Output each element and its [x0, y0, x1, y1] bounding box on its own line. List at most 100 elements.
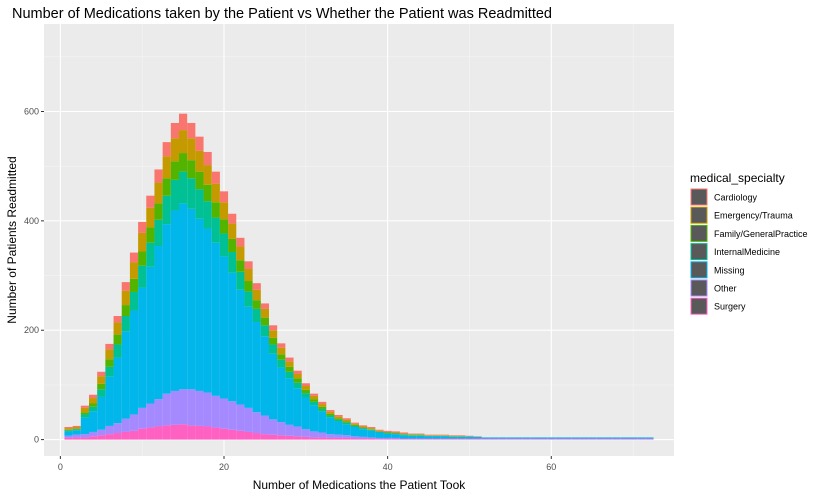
- bar-segment: [252, 283, 261, 290]
- bar-segment: [252, 308, 261, 323]
- bar-segment: [530, 439, 539, 440]
- bar-segment: [563, 439, 572, 440]
- bar-segment: [350, 425, 359, 428]
- bar-segment: [391, 439, 400, 440]
- bar-segment: [367, 430, 376, 438]
- bar-segment: [121, 290, 130, 306]
- bar-segment: [269, 434, 278, 440]
- bar-segment: [506, 439, 515, 440]
- bar-segment: [162, 178, 171, 196]
- bar-segment: [89, 403, 98, 407]
- bar-segment: [489, 438, 499, 440]
- bar-segment: [138, 251, 147, 266]
- bar-segment: [97, 435, 106, 440]
- bar-segment: [457, 435, 466, 436]
- bar-segment: [375, 431, 384, 432]
- bar-segment: [449, 436, 458, 437]
- bar-segment: [571, 437, 580, 439]
- bar-segment: [473, 436, 482, 437]
- bar-segment: [187, 160, 196, 179]
- bar-segment: [514, 437, 523, 439]
- bar-segment: [432, 435, 441, 436]
- bar-segment: [187, 138, 196, 161]
- bar-segment: [465, 438, 474, 440]
- bar-segment: [211, 242, 220, 396]
- bar-segment: [506, 438, 515, 440]
- y-axis-ticks: 0 200 400 600: [24, 106, 44, 445]
- bar-segment: [391, 432, 400, 434]
- bar-segment: [596, 439, 605, 440]
- legend-label: Missing: [714, 265, 745, 275]
- bar-segment: [260, 434, 269, 440]
- bar-segment: [129, 310, 139, 415]
- bar-segment: [219, 202, 229, 220]
- bar-segment: [97, 371, 106, 377]
- bar-segment: [629, 437, 638, 439]
- bar-segment: [72, 425, 81, 428]
- bar-segment: [424, 436, 433, 439]
- bar-segment: [244, 281, 253, 292]
- bar-segment: [571, 439, 580, 440]
- bar-segment: [375, 431, 384, 433]
- bar-segment: [285, 357, 294, 362]
- bar-segment: [277, 343, 286, 348]
- bar-segment: [129, 262, 139, 279]
- bar-segment: [326, 417, 335, 435]
- bar-segment: [129, 414, 139, 431]
- bar-segment: [219, 233, 229, 257]
- bar-segment: [179, 424, 188, 440]
- bar-segment: [498, 439, 507, 440]
- grid-minor: [44, 24, 674, 456]
- bar-segment: [416, 435, 425, 439]
- bar-segment: [391, 434, 400, 438]
- bar-segment: [563, 438, 572, 440]
- bar-segment: [408, 434, 417, 435]
- bar-segment: [269, 419, 278, 435]
- legend-label: Surgery: [714, 302, 746, 312]
- bar-segment: [203, 184, 212, 202]
- y-axis-title: Number of Patients Readmitted: [5, 156, 19, 323]
- bar-segment: [318, 401, 327, 405]
- bar-segment: [301, 397, 310, 430]
- bar-segment: [252, 433, 261, 440]
- legend-label: Emergency/Trauma: [714, 211, 793, 221]
- bar-segment: [375, 437, 384, 440]
- legend-key: [690, 261, 708, 279]
- bar-segment: [596, 438, 605, 440]
- bar-segment: [318, 404, 327, 407]
- bar-segment: [113, 423, 122, 434]
- bar-segment: [555, 439, 564, 440]
- bar-segment: [285, 371, 294, 379]
- bar-segment: [383, 437, 392, 440]
- bar-segment: [514, 438, 523, 440]
- bar-segment: [228, 272, 237, 402]
- bar-segment: [244, 431, 253, 440]
- bar-segment: [113, 344, 122, 358]
- bar-segment: [375, 439, 384, 440]
- bar-segment: [80, 417, 89, 435]
- bar-segment: [64, 431, 73, 436]
- bar-segment: [416, 435, 425, 436]
- bar-segment: [408, 435, 417, 439]
- x-tick-label: 40: [383, 462, 393, 472]
- bar-segment: [154, 399, 163, 427]
- bar-segment: [465, 439, 474, 440]
- bar-segment: [236, 246, 245, 261]
- bar-segment: [629, 439, 638, 440]
- bar-segment: [146, 403, 155, 428]
- bar-segment: [489, 439, 499, 440]
- bar-segment: [530, 437, 539, 439]
- bar-segment: [359, 426, 368, 428]
- bar-segment: [228, 213, 237, 224]
- bar-segment: [89, 436, 98, 440]
- bar-segment: [391, 437, 400, 440]
- bar-segment: [293, 382, 302, 389]
- bar-segment: [285, 366, 294, 372]
- bar-segment: [539, 438, 548, 440]
- bar-segment: [440, 435, 449, 436]
- bar-segment: [391, 433, 400, 434]
- x-tick-label: 60: [546, 462, 556, 472]
- bar-segment: [138, 232, 147, 252]
- bar-segment: [465, 436, 474, 437]
- bar-segment: [154, 219, 163, 247]
